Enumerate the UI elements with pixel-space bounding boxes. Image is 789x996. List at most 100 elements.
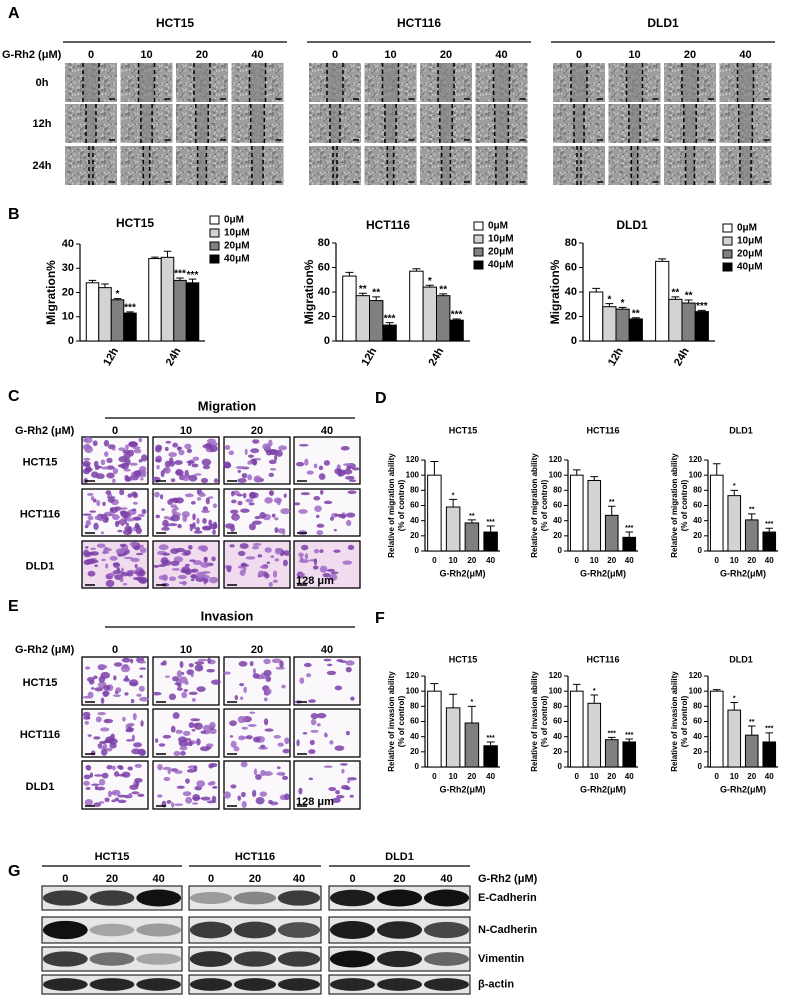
x-axis-label: G-Rh2(μM) — [580, 568, 626, 578]
significance: ** — [609, 499, 615, 506]
cell — [102, 501, 106, 507]
cell — [168, 576, 177, 581]
cell — [114, 797, 120, 802]
error-bar — [425, 284, 434, 288]
row-label: HCT116 — [20, 729, 60, 741]
error-bar — [188, 278, 197, 283]
cell — [174, 460, 183, 465]
x-axis-label: G-Rh2(μM) — [720, 568, 766, 578]
significance: *** — [451, 310, 463, 321]
cell — [250, 448, 260, 454]
cell — [344, 786, 351, 791]
cell — [248, 491, 257, 499]
y-tick-label: 0 — [68, 335, 74, 347]
cell — [113, 771, 120, 777]
cell — [172, 676, 179, 682]
cell — [86, 558, 96, 565]
cell — [186, 769, 196, 773]
error-bar — [449, 498, 458, 508]
wound-gap — [333, 146, 337, 185]
y-axis-label: Relative of invasion ability — [530, 671, 539, 772]
error-bar — [605, 303, 614, 307]
cell — [121, 657, 131, 663]
cell — [172, 442, 179, 448]
cell — [165, 440, 172, 444]
chart-title: HCT15 — [449, 654, 478, 664]
band — [189, 951, 233, 967]
cell — [105, 563, 109, 569]
cell — [191, 728, 196, 732]
band — [189, 921, 233, 939]
cell — [162, 552, 171, 556]
error-bar — [385, 322, 394, 326]
cell — [177, 574, 187, 580]
cell — [243, 686, 248, 694]
cell — [282, 559, 288, 567]
cell — [263, 697, 268, 702]
cell — [342, 560, 353, 565]
error-bar — [430, 683, 439, 692]
cell — [205, 743, 214, 748]
cell — [242, 565, 247, 573]
cell — [263, 718, 269, 726]
error-bar — [712, 463, 721, 476]
cell — [241, 736, 248, 739]
cell — [102, 743, 108, 751]
cell — [229, 720, 238, 727]
y-tick-label: 20 — [565, 310, 577, 322]
y-tick-label: 60 — [553, 501, 562, 510]
cell — [94, 785, 98, 790]
panel-label: A — [8, 5, 20, 22]
cell — [193, 722, 203, 730]
cell — [195, 527, 201, 532]
cell — [209, 445, 218, 453]
cell — [263, 658, 271, 665]
cell — [323, 765, 333, 769]
bar — [727, 495, 742, 552]
cell — [268, 472, 275, 477]
error-bar — [449, 693, 458, 708]
cell — [177, 736, 188, 743]
dose-label: G-Rh2 (μM) — [15, 644, 75, 656]
cell — [253, 475, 262, 483]
cell — [268, 490, 275, 496]
group-title: HCT15 — [156, 16, 194, 30]
cell — [240, 508, 250, 513]
error-bar — [765, 527, 774, 533]
band — [233, 921, 277, 939]
cell — [323, 658, 332, 662]
cell — [123, 468, 131, 472]
significance: *** — [187, 270, 199, 281]
cell — [345, 512, 356, 518]
wound-gap — [330, 104, 340, 143]
wound-gap — [682, 63, 698, 102]
cell — [303, 662, 312, 668]
cell — [184, 680, 189, 686]
band — [42, 951, 88, 967]
cell — [347, 777, 357, 781]
cell — [237, 469, 242, 473]
cell — [335, 789, 340, 795]
cell — [83, 457, 91, 461]
dose-value: 0 — [576, 49, 582, 61]
wound-gap — [251, 146, 264, 185]
cell — [85, 666, 91, 670]
x-tick-label: 12h — [359, 346, 379, 369]
cell — [185, 778, 190, 784]
cell — [141, 509, 147, 515]
cell — [152, 691, 162, 696]
cell — [237, 550, 246, 557]
cell — [277, 742, 284, 747]
cell — [259, 565, 268, 569]
significance: ** — [632, 308, 640, 319]
band — [329, 978, 376, 991]
cell — [114, 520, 120, 528]
bar — [744, 519, 759, 552]
cell — [204, 578, 209, 583]
y-tick-label: 60 — [565, 261, 577, 273]
cell — [131, 472, 135, 476]
legend-label: 20μM — [224, 241, 250, 252]
cell — [179, 660, 184, 669]
wound-gap — [250, 104, 265, 143]
cell — [316, 722, 321, 727]
